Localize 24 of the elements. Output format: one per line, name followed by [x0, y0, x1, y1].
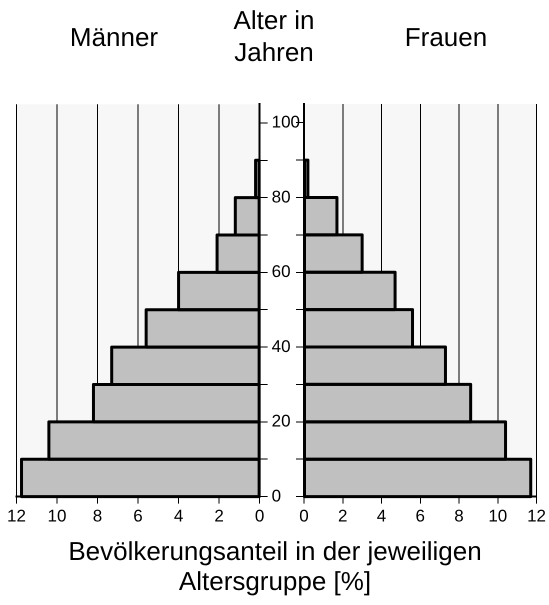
x-tick-label: 4	[174, 506, 184, 526]
x-tick-label: 0	[254, 506, 264, 526]
chart-title: Männer	[68, 22, 160, 53]
x-tick-label: 0	[299, 506, 309, 526]
chart-title: Frauen	[404, 22, 488, 53]
x-tick-label: 2	[338, 506, 348, 526]
y-tick-label: 0	[272, 486, 282, 506]
x-tick-label: 12	[527, 506, 546, 526]
x-tick-label: 6	[133, 506, 143, 526]
y-tick-label: 80	[272, 187, 291, 206]
x-tick-label: 12	[6, 506, 26, 526]
y-tick-label: 60	[272, 262, 291, 282]
x-tick-label: 8	[92, 506, 102, 526]
x-tick-label: 10	[488, 506, 508, 526]
x-tick-label: 8	[454, 506, 464, 526]
y-tick-label: 40	[272, 336, 291, 356]
y-axis-title: Alter in Jahren	[232, 4, 316, 68]
x-tick-label: 6	[416, 506, 426, 526]
x-tick-label: 10	[48, 506, 66, 526]
x-axis-title: Bevölkerungsanteil in der jeweiligen Altersgruppe [%]	[67, 536, 483, 596]
y-tick-label: 100	[272, 112, 300, 132]
x-tick-label: 4	[376, 506, 386, 526]
x-tick-label: 2	[214, 506, 224, 526]
y-tick-label: 20	[272, 412, 291, 431]
